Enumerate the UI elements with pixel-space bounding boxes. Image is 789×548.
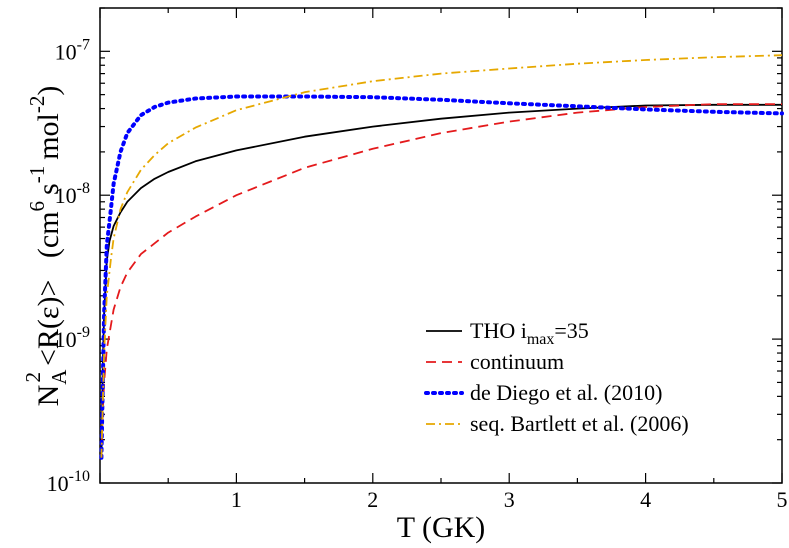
x-axis-title: T (GK) xyxy=(397,511,486,544)
y-axis-title: NA2 <R(ε)> (cm6 s-1 mol-2) xyxy=(21,86,71,407)
series-line-1 xyxy=(100,103,782,458)
x-tick-label: 1 xyxy=(231,487,242,512)
series-line-3 xyxy=(100,54,783,458)
legend-label-1: continuum xyxy=(470,349,564,374)
ylabel-sup-6: 6 xyxy=(25,201,49,212)
x-tick-label: 4 xyxy=(640,487,651,512)
ylabel-main: N xyxy=(32,385,65,407)
x-tick-label: 3 xyxy=(504,487,515,512)
series-group xyxy=(99,54,784,460)
ylabel-mol: mol xyxy=(32,113,65,160)
legend-label-3: seq. Bartlett et al. (2006) xyxy=(470,411,689,436)
svg-text:NA2<R(ε)> (cm6s-1mol-2): NA2 <R(ε)> (cm6 s-1 mol-2) xyxy=(21,86,71,407)
legend-label-2: de Diego et al. (2010) xyxy=(470,380,662,405)
ylabel-s: s xyxy=(32,183,65,195)
x-tick-label: 5 xyxy=(777,487,788,512)
series-line-2 xyxy=(99,94,784,460)
ylabel-sup-2: 2 xyxy=(21,372,45,383)
ylabel-unit-open: (cm xyxy=(32,211,65,258)
ylabel-sup-m2: -2 xyxy=(25,96,49,114)
series-line-0 xyxy=(100,103,782,458)
x-tick-label: 2 xyxy=(367,487,378,512)
ylabel-rate: <R(ε)> xyxy=(32,280,65,366)
y-tick-label: 10-10 xyxy=(47,468,90,496)
y-tick-label: 10-8 xyxy=(55,180,90,208)
ylabel-unit-close: ) xyxy=(32,86,65,96)
y-axis-ticks: 10-10 10-9 10-8 10-7 xyxy=(47,7,782,496)
ylabel-sup-m1: -1 xyxy=(25,166,49,184)
y-tick-label: 10-7 xyxy=(55,36,90,64)
y-tick-label: 10-9 xyxy=(55,324,90,352)
legend-label-0: THO imax=35 xyxy=(470,318,589,348)
ylabel-sub-a: A xyxy=(47,369,71,385)
x-axis-ticks: 1 2 3 4 5 xyxy=(99,8,788,512)
